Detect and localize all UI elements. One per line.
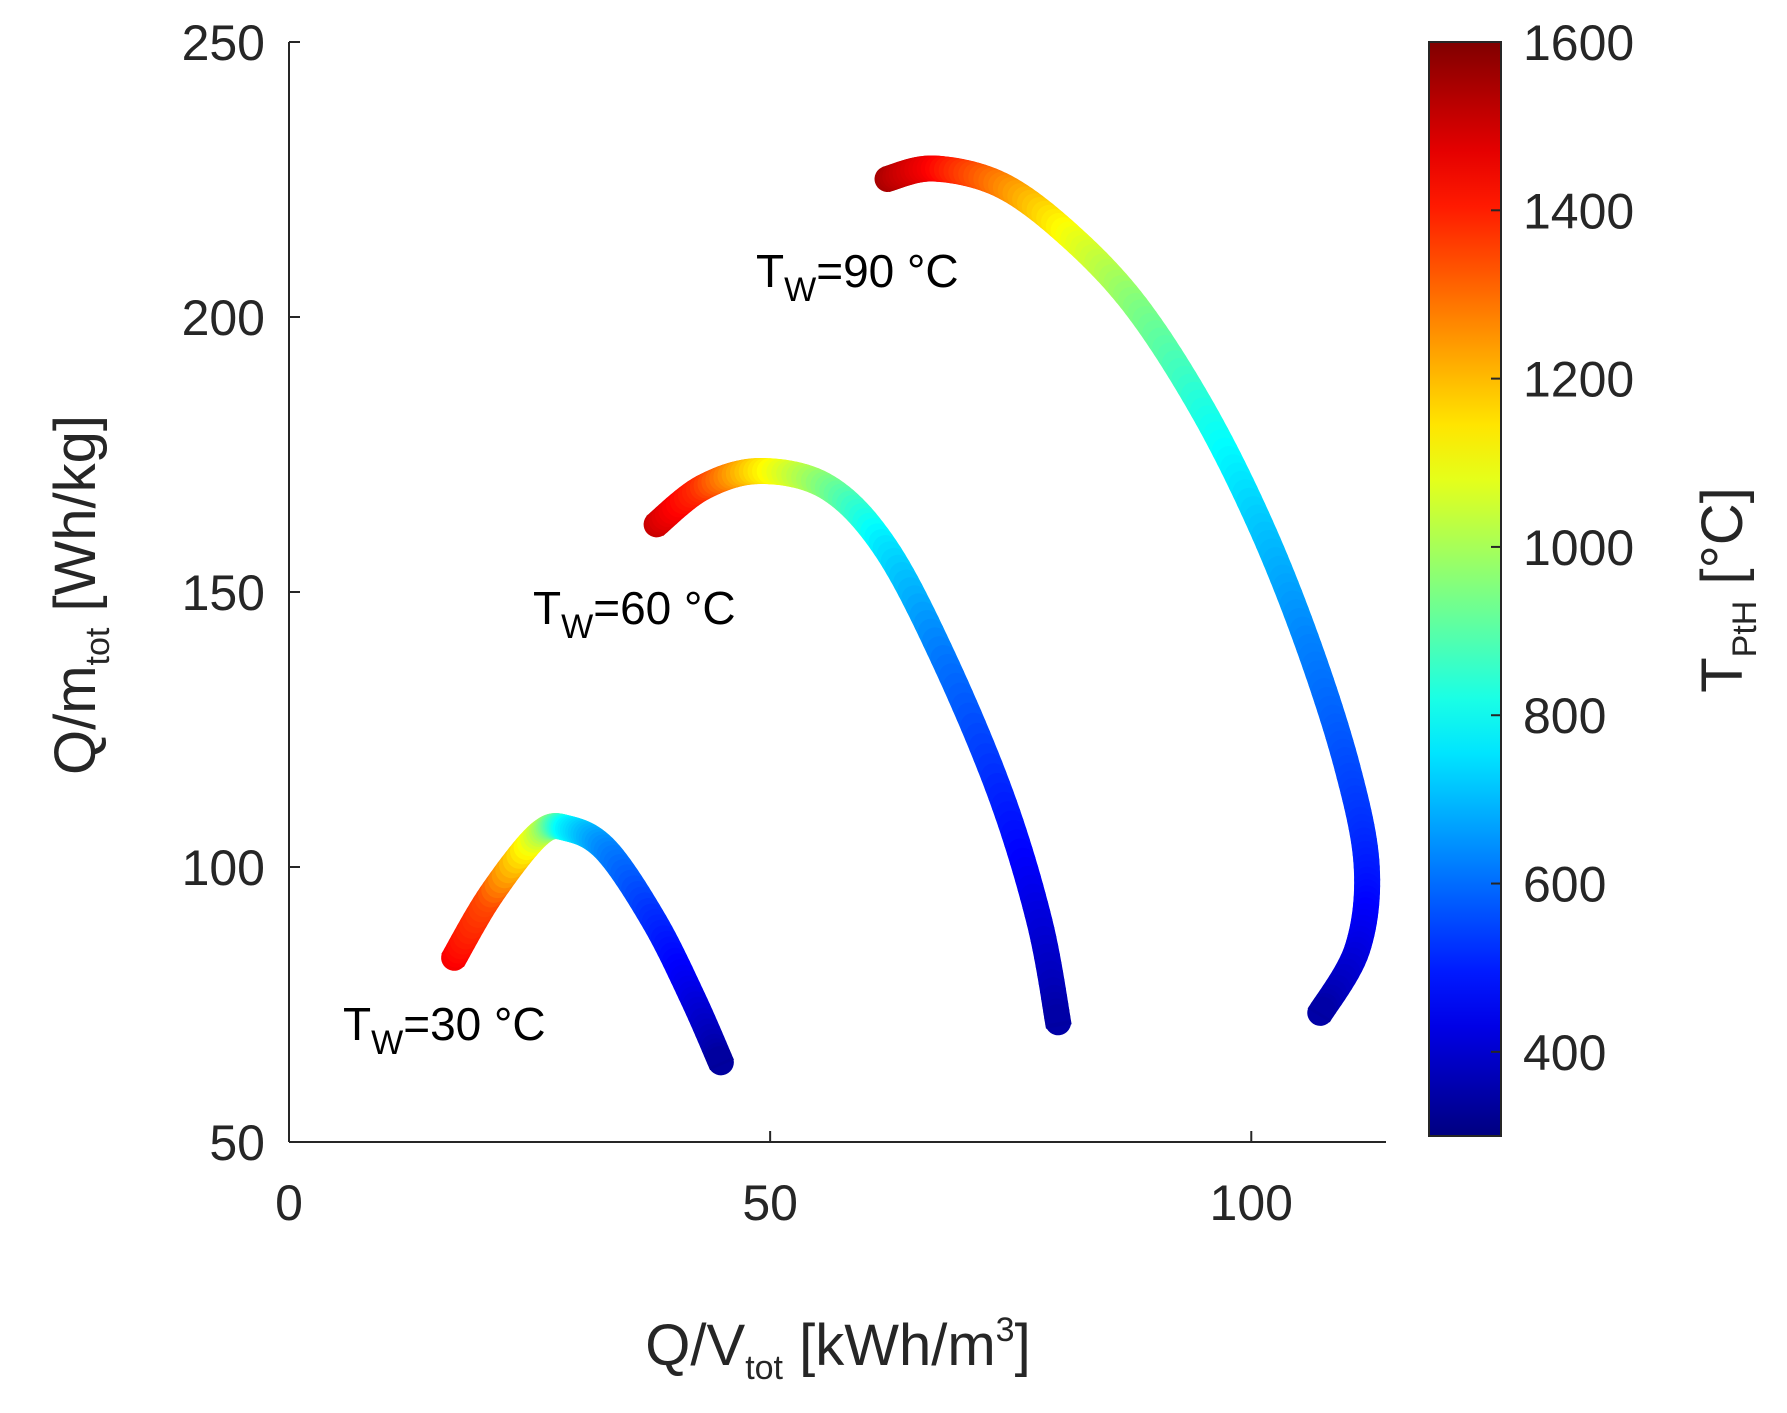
y-tick-label: 150: [182, 565, 265, 621]
colorbar: [1428, 41, 1502, 1137]
x-axis-label: Q/Vtot [kWh/m3]: [645, 1311, 1030, 1387]
colorbar-tick-label: 1000: [1523, 520, 1634, 576]
curve-label-tw90: TW=90 °C: [756, 245, 959, 309]
curve-tw60: [643, 458, 1072, 1036]
curve-segment: [1044, 1004, 1072, 1036]
x-tick-label: 50: [742, 1175, 798, 1231]
y-tick-label: 200: [182, 290, 265, 346]
curve-tw90: [874, 155, 1381, 1026]
y-ticks: 50 100 150 200 250: [182, 15, 300, 1171]
colorbar-tick-label: 1400: [1523, 183, 1634, 239]
curves-layer: [441, 155, 1381, 1076]
colorbar-tick-label: 400: [1523, 1025, 1606, 1081]
curve-segment: [1307, 1006, 1332, 1023]
y-axis-label: Q/mtot [Wh/kg]: [43, 415, 117, 775]
curve-segment: [706, 1046, 734, 1076]
y-tick-label: 250: [182, 15, 265, 71]
colorbar-label: TPtH [°C]: [1690, 487, 1764, 693]
curve-label-tw30: TW=30 °C: [343, 998, 546, 1062]
colorbar-ticks: 400 600 800 1000 1200 1400 1600: [1491, 15, 1634, 1081]
curve-segment: [1307, 996, 1336, 1026]
curve-segment: [708, 1057, 734, 1071]
y-tick-label: 50: [209, 1115, 265, 1171]
curve-label-tw60: TW=60 °C: [533, 582, 736, 646]
y-tick-label: 100: [182, 840, 265, 896]
colorbar-tick-label: 800: [1523, 688, 1606, 744]
x-tick-label: 100: [1210, 1175, 1293, 1231]
colorbar-tick-label: 1600: [1523, 15, 1634, 71]
x-ticks: 0 50 100: [275, 1131, 1293, 1231]
colorbar-tick-label: 1200: [1523, 352, 1634, 408]
x-tick-label: 0: [275, 1175, 303, 1231]
curve-tw30: [441, 813, 734, 1076]
colorbar-tick-label: 600: [1523, 857, 1606, 913]
curve-segment: [1045, 1020, 1072, 1029]
